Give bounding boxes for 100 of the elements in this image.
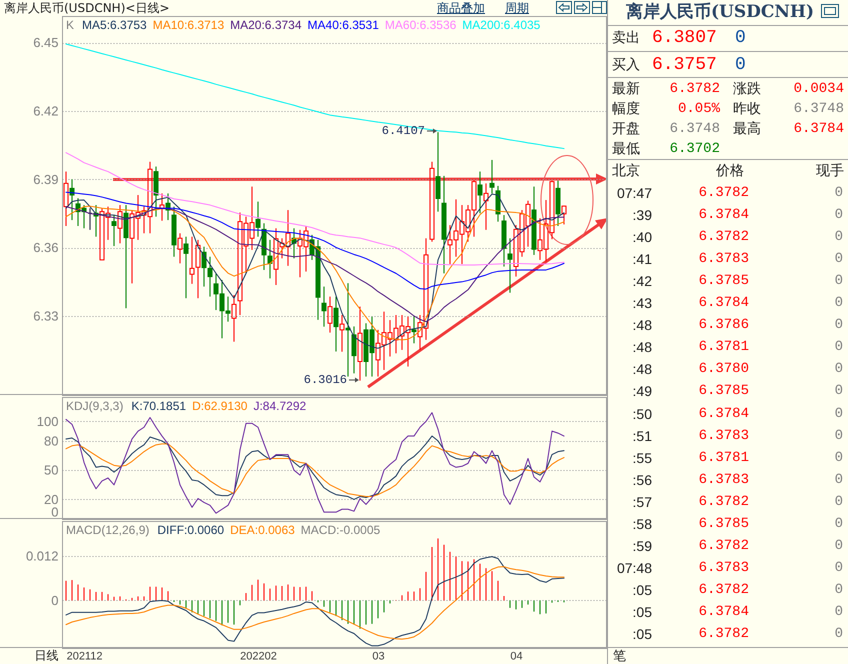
text: MA5:6.3753: [82, 18, 147, 32]
legend-title: KDJ(9,3,3): [66, 399, 124, 413]
text: 6.3782: [698, 538, 749, 554]
x-tick-label: 202202: [240, 650, 277, 662]
text: 6.3780: [698, 361, 749, 378]
annotation: 6.4107: [382, 124, 425, 138]
y-tick-label: 6.39: [33, 172, 58, 187]
candlestick: [412, 315, 417, 344]
text: 6.3783: [698, 428, 749, 444]
text: 07:47: [616, 185, 652, 201]
text: 6.3782: [698, 626, 749, 642]
y-tick-label: 100: [36, 414, 58, 429]
text: 6.3807: [652, 28, 717, 48]
text: MA20:6.3734: [230, 18, 302, 32]
candlestick: [478, 171, 483, 214]
text: 6.3748: [670, 121, 720, 137]
text: K:70.1851: [131, 399, 186, 413]
x-tick-label: 04: [510, 650, 523, 662]
text: :40: [632, 229, 652, 246]
text: 0: [834, 450, 843, 466]
x-axis-title: 日线: [34, 648, 58, 662]
text: 价格: [716, 163, 744, 179]
text: 6.3748: [794, 101, 844, 117]
text: 0: [834, 428, 843, 444]
annotation: MACD:-0.0005: [300, 523, 380, 537]
text: 07:48: [616, 560, 652, 576]
text: 笔: [613, 649, 626, 664]
text: 6.3783: [698, 251, 749, 268]
text: 现手: [816, 163, 844, 179]
candlestick: [184, 236, 189, 299]
series-label: J:84.7292: [253, 399, 306, 413]
y-tick-label: 20: [44, 492, 58, 507]
text: 6.3781: [698, 339, 749, 356]
text: 昨收: [733, 101, 761, 117]
text: MA40:6.3531: [308, 18, 379, 32]
text: :48: [632, 317, 652, 334]
line-series: [66, 566, 564, 640]
text: 6.3785: [698, 516, 749, 532]
line-series: [66, 556, 564, 646]
y-tick-label: 6.42: [33, 103, 58, 118]
line-series: [66, 412, 564, 514]
text: 6.3702: [670, 141, 720, 157]
candlestick: [334, 296, 339, 352]
candlestick: [532, 186, 537, 256]
text: 6.3784: [698, 295, 749, 312]
candlestick: [322, 286, 327, 328]
y-tick-label: 80: [44, 433, 58, 448]
text: 6.3784: [698, 604, 749, 620]
text: :48: [632, 339, 652, 356]
candlestick: [160, 192, 165, 222]
text: :59: [632, 538, 652, 554]
text: :57: [632, 494, 652, 510]
text: :42: [632, 273, 652, 290]
text: 0: [834, 582, 843, 598]
y-tick-label: 0: [51, 592, 58, 608]
y-tick-label: 6.33: [33, 308, 58, 324]
text: MA200:6.4035: [462, 18, 540, 32]
text: 6.3783: [698, 472, 749, 488]
text: :43: [632, 295, 652, 312]
text: 6.3785: [698, 273, 749, 290]
text: 0: [834, 604, 843, 620]
text: :05: [632, 604, 652, 620]
y-tick-label: 0.012: [26, 548, 58, 564]
text: 6.3784: [698, 406, 749, 422]
candlestick: [556, 180, 560, 226]
candlestick: [352, 326, 357, 374]
text: 开盘: [612, 121, 640, 137]
text: 0: [834, 494, 843, 510]
text: DIFF:0.0060: [157, 523, 224, 537]
text: 6.3786: [698, 317, 749, 334]
y-tick-label: 0: [51, 504, 58, 520]
legend-title: MACD(12,26,9): [66, 523, 150, 537]
text: :41: [632, 251, 652, 268]
candlestick: [508, 238, 513, 294]
text: 6.3782: [698, 229, 749, 246]
text: 6.3783: [698, 560, 749, 576]
candlestick: [64, 171, 69, 226]
text: 0: [834, 538, 843, 554]
text: D:62.9130: [192, 399, 248, 413]
y-tick-label: 50: [44, 462, 58, 478]
text: 0: [834, 295, 843, 312]
text: 北京: [612, 163, 640, 179]
text: 最新: [612, 81, 640, 97]
text: 卖出: [612, 30, 640, 46]
candlestick: [190, 236, 195, 284]
text: 6.3784: [698, 207, 749, 224]
x-tick-label: 03: [372, 650, 385, 662]
candlestick: [208, 256, 213, 298]
x-tick-label: 202112: [66, 650, 102, 662]
text: 6.3782: [670, 81, 720, 97]
text: 0: [834, 472, 843, 488]
line-series: [66, 436, 564, 500]
text: 0: [834, 626, 843, 642]
text: 商品叠加: [437, 1, 485, 15]
text: 0: [834, 251, 843, 268]
text: 周期: [505, 1, 529, 15]
text: 6.3781: [698, 450, 749, 466]
text: DEA:0.0063: [230, 523, 295, 537]
line-series: [66, 443, 564, 498]
candlestick: [256, 201, 261, 238]
